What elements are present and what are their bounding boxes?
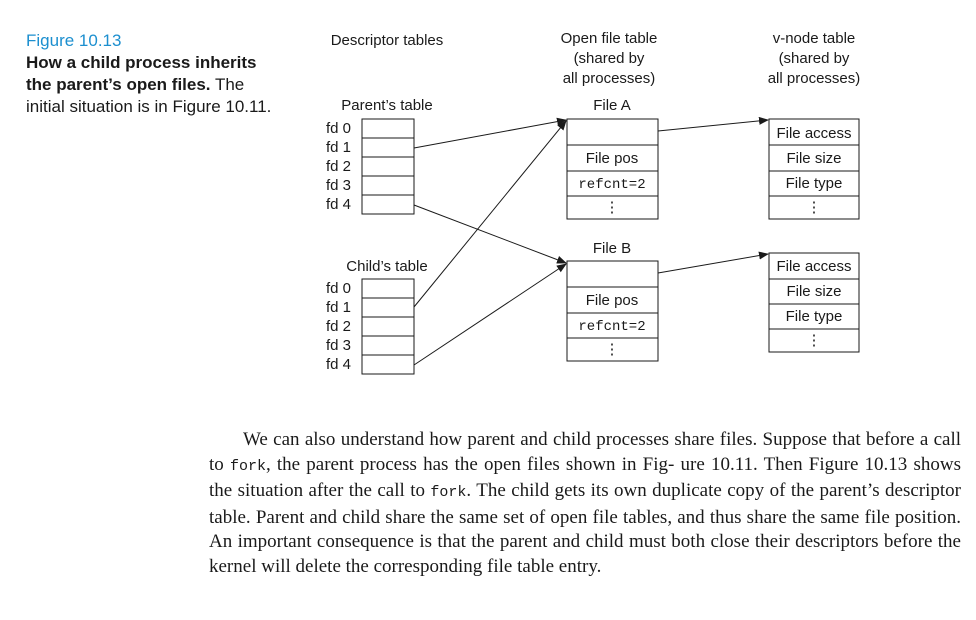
file-a-refcnt: refcnt=2: [578, 177, 645, 193]
file-b-entry: File pos refcnt=2 ⋮: [566, 260, 659, 362]
child-fd2-label: fd 2: [326, 318, 351, 335]
vnode-b-more-cell: [768, 328, 860, 353]
vnode-a-size: File size: [786, 150, 841, 167]
fork-code-2: fork: [430, 484, 467, 501]
child-fd3-cell: [361, 335, 415, 356]
file-a-top-cell: [566, 118, 659, 146]
file-a-title: File A: [593, 97, 631, 114]
vnode-b-size: File size: [786, 283, 841, 300]
file-a-refcnt-cell: [566, 170, 659, 197]
vnode-a-more-cell: [768, 195, 860, 220]
arrow-child-fd1-to-file-a: [413, 120, 567, 308]
caption-title: How a child process inherits the parent’…: [26, 53, 257, 94]
file-b-pos: File pos: [586, 292, 639, 309]
arrow-parent-fd4-to-file-b: [413, 204, 567, 264]
child-fd2-cell: [361, 316, 415, 337]
open-file-table-heading: Open file table: [561, 30, 658, 47]
vnode-a-type: File type: [786, 175, 843, 192]
parent-fd3-label: fd 3: [326, 177, 351, 194]
arrow-file-b-to-vnode-b: [657, 251, 769, 274]
file-a-ellipsis: ⋮: [605, 199, 620, 216]
vnode-b-access: File access: [776, 258, 851, 275]
child-fd1-cell: [361, 297, 415, 318]
file-a-entry: File pos refcnt=2 ⋮: [566, 118, 659, 220]
vnode-b-access-cell: [768, 252, 860, 280]
parent-table-title: Parent’s table: [341, 97, 432, 114]
child-fd4-label: fd 4: [326, 356, 351, 373]
child-descriptor-table: fd 0 fd 1 fd 2 fd 3 fd 4: [326, 278, 415, 375]
file-b-title: File B: [593, 240, 631, 257]
parent-fd3-cell: [361, 175, 415, 196]
file-sharing-diagram: Descriptor tables Open file table (share…: [326, 30, 861, 375]
parent-fd0-label: fd 0: [326, 120, 351, 137]
vnode-b-ellipsis: ⋮: [807, 332, 822, 349]
parent-fd4-cell: [361, 194, 415, 215]
parent-descriptor-table: fd 0 fd 1 fd 2 fd 3 fd 4: [326, 118, 415, 215]
file-b-ellipsis: ⋮: [605, 341, 620, 358]
vnode-b-type-cell: [768, 303, 860, 330]
file-a-more-cell: [566, 195, 659, 220]
open-file-table-subheading-1: (shared by: [574, 50, 645, 67]
file-b-more-cell: [566, 337, 659, 362]
file-b-top-cell: [566, 260, 659, 288]
caption-text: The initial situation is in Figure 10.11…: [26, 75, 272, 116]
figure-label: Figure 10.13: [26, 31, 122, 50]
open-file-table-subheading-2: all processes): [563, 70, 656, 87]
parent-fd2-cell: [361, 156, 415, 177]
vnode-a-entry: File access File size File type ⋮: [768, 118, 860, 220]
child-table-title: Child’s table: [346, 258, 427, 275]
arrow-parent-fd1-to-file-a: [413, 117, 567, 149]
parent-fd2-label: fd 2: [326, 158, 351, 175]
file-b-pos-cell: [566, 286, 659, 314]
parent-fd1-cell: [361, 137, 415, 158]
child-fd4-cell: [361, 354, 415, 375]
vnode-a-size-cell: [768, 144, 860, 172]
arrow-child-fd4-to-file-b: [413, 263, 567, 366]
child-fd1-label: fd 1: [326, 299, 351, 316]
vnode-b-entry: File access File size File type ⋮: [768, 252, 860, 353]
vnode-b-type: File type: [786, 308, 843, 325]
arrow-file-a-to-vnode-a: [657, 116, 769, 132]
vnode-table-heading: v-node table: [773, 30, 856, 47]
parent-fd1-label: fd 1: [326, 139, 351, 156]
body-paragraph: We can also understand how parent and ch…: [209, 428, 961, 579]
file-b-refcnt: refcnt=2: [578, 319, 645, 335]
paragraph-text-2: , the parent process has the open files …: [209, 453, 961, 502]
vnode-a-access: File access: [776, 125, 851, 142]
parent-fd0-cell: [361, 118, 415, 139]
child-fd0-cell: [361, 278, 415, 299]
figure-caption: Figure 10.13 How a child process inherit…: [26, 30, 276, 118]
vnode-table-subheading-2: all processes): [768, 70, 861, 87]
descriptor-tables-heading: Descriptor tables: [331, 32, 444, 49]
parent-fd4-label: fd 4: [326, 196, 351, 213]
vnode-a-access-cell: [768, 118, 860, 146]
child-fd0-label: fd 0: [326, 280, 351, 297]
paragraph-text-3: . The child gets its own duplicate copy …: [209, 480, 961, 577]
fork-code-1: fork: [229, 457, 266, 475]
file-b-refcnt-cell: [566, 312, 659, 339]
child-fd3-label: fd 3: [326, 337, 351, 354]
paragraph-text-1: We can also understand how parent and ch…: [209, 429, 961, 475]
vnode-table-subheading-1: (shared by: [779, 50, 850, 67]
vnode-a-ellipsis: ⋮: [807, 199, 822, 216]
file-a-pos: File pos: [586, 150, 639, 167]
